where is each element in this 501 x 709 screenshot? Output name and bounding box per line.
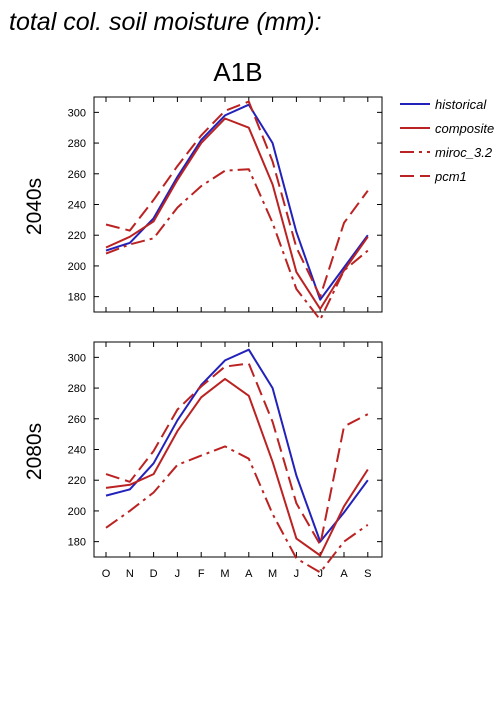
chart-panel-2040s: 180 200 220 240 260 280 300 2040s	[23, 96, 383, 321]
x-tick-label: M	[268, 568, 277, 580]
series-line-historical	[105, 103, 369, 301]
x-tick-label: J	[317, 568, 323, 580]
x-tick-label: N	[126, 568, 134, 580]
x-tick-label: A	[245, 568, 253, 580]
y-tick-label: 180	[68, 292, 86, 304]
series-line-historical	[105, 348, 369, 543]
scenario-label: A1B	[213, 57, 262, 87]
legend-item: miroc_3.2	[400, 145, 493, 160]
y-tick-label: 180	[68, 537, 86, 549]
chart-panel-2080s: 180 200 220 240 260 280 300 O N D J F M A M J J A S 2080s	[23, 341, 383, 580]
y-tick-label: 260	[68, 414, 86, 426]
y-tick-label: 280	[68, 138, 86, 150]
x-tick-label: F	[198, 568, 205, 580]
y-tick-label: 220	[68, 475, 86, 487]
series-line-pcm1	[105, 362, 369, 546]
y-tick-label: 200	[68, 506, 86, 518]
chart-panels: 180 200 220 240 260 280 300 2040s 180 200 220 240 26…	[23, 96, 383, 580]
legend-label: pcm1	[434, 169, 467, 184]
legend-item: historical	[400, 97, 487, 112]
y-tick-label: 200	[68, 261, 86, 273]
x-tick-label: J	[294, 568, 300, 580]
figure-title: total col. soil moisture (mm):	[9, 8, 322, 36]
y-tick-label: 220	[68, 230, 86, 242]
legend-label: miroc_3.2	[435, 145, 493, 160]
panel-label: 2040s	[23, 178, 46, 235]
y-tick-label: 240	[68, 445, 86, 457]
panel-label: 2080s	[23, 423, 46, 480]
x-tick-label: D	[150, 568, 158, 580]
x-tick-label: A	[340, 568, 348, 580]
legend-item: composite	[400, 121, 494, 136]
y-tick-label: 300	[68, 352, 86, 364]
legend: historical composite miroc_3.2 pcm1	[400, 97, 494, 184]
series-line-pcm1	[105, 100, 369, 298]
legend-label: composite	[435, 121, 494, 136]
x-tick-label: J	[175, 568, 181, 580]
y-tick-label: 280	[68, 383, 86, 395]
y-tick-label: 260	[68, 169, 86, 181]
x-tick-label: M	[220, 568, 229, 580]
legend-label: historical	[435, 97, 487, 112]
y-tick-label: 240	[68, 200, 86, 212]
series-line-composite	[105, 377, 369, 557]
x-tick-label: S	[364, 568, 371, 580]
series-line-miroc-3-2	[105, 445, 369, 574]
legend-item: pcm1	[400, 169, 467, 184]
x-tick-label: O	[102, 568, 111, 580]
y-tick-label: 300	[68, 107, 86, 119]
series-line-composite	[105, 117, 369, 310]
